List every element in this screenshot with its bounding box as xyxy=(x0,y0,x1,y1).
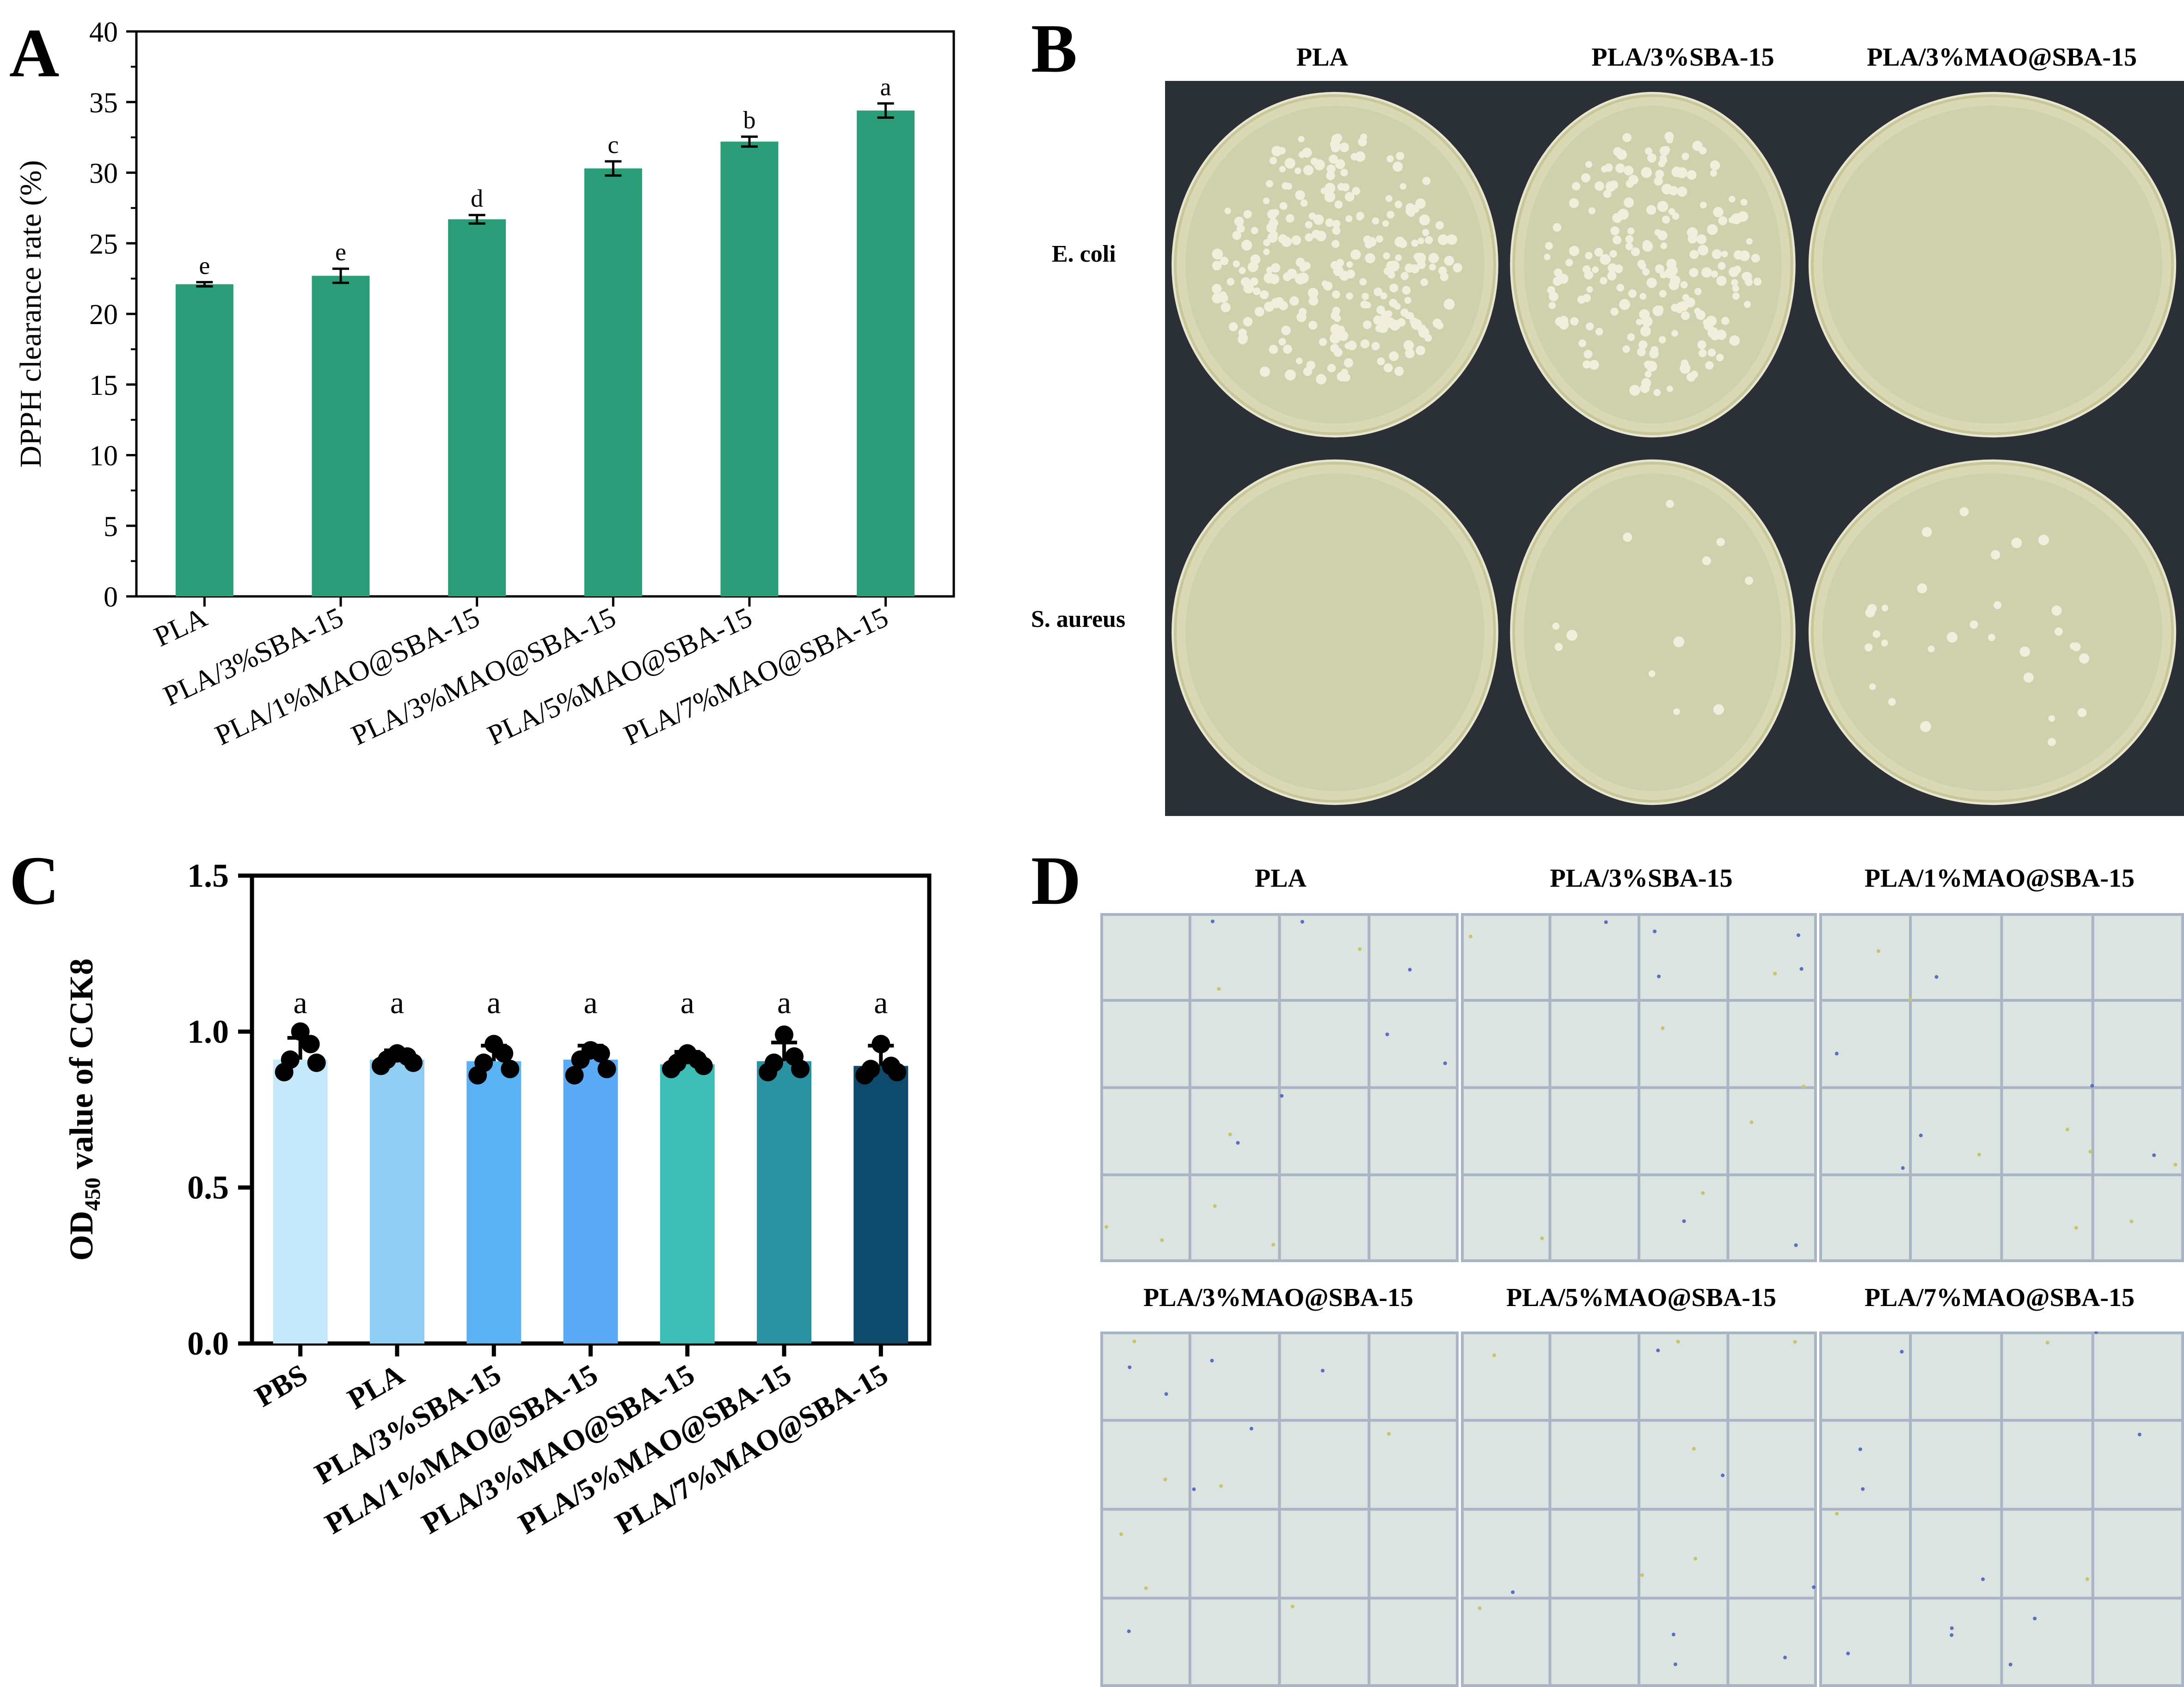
petri-plate-photo xyxy=(1801,448,2184,816)
chart-c-svg: 0.0 0.5 1.0 1.5 OD450 value of CCK8 a PBS a PLA a… xyxy=(63,857,932,1540)
chart-c-sig-letter: a xyxy=(487,985,501,1020)
chart-c-point xyxy=(597,1060,616,1079)
petri-plate-photo xyxy=(1505,448,1801,816)
chart-c-bar xyxy=(273,1060,328,1343)
chart-a-sig-letter: c xyxy=(607,131,619,159)
panel-d-bottom-label-2: PLA/5%MAO@SBA-15 xyxy=(1506,1283,1777,1312)
counting-grid-image xyxy=(1461,913,1817,1262)
panel-d-top-label-2: PLA/3%SBA-15 xyxy=(1550,864,1733,893)
chart-a-bar xyxy=(584,168,642,597)
counting-grid-image xyxy=(1819,913,2184,1262)
chart-a-ytick-label: 35 xyxy=(89,87,118,119)
panel-b-row-label-1: E. coli xyxy=(1052,241,1116,267)
petri-plate-photo xyxy=(1801,81,2184,448)
chart-a-sig-letter: b xyxy=(743,106,756,134)
chart-c-bar xyxy=(369,1060,424,1343)
chart-c-sig-letter: a xyxy=(874,985,888,1020)
panel-d-bottom-label-1: PLA/3%MAO@SBA-15 xyxy=(1143,1283,1414,1312)
chart-a-ytick-label: 30 xyxy=(89,158,118,190)
panel-d-bottom-label-3: PLA/7%MAO@SBA-15 xyxy=(1864,1283,2135,1312)
chart-c-xtick-label: PLA xyxy=(342,1358,410,1416)
chart-c-point xyxy=(882,1056,901,1075)
chart-a-bar xyxy=(857,110,915,597)
panel-letter-c: C xyxy=(9,842,60,919)
panel-b-col-label-3: PLA/3%MAO@SBA-15 xyxy=(1866,43,2137,72)
chart-a-xtick-label: PLA/1%MAO@SBA-15 xyxy=(210,601,484,752)
chart-c-bar xyxy=(563,1060,618,1343)
chart-c-xtick-label: PBS xyxy=(249,1358,313,1413)
chart-c-ytick-label: 0.5 xyxy=(187,1169,229,1206)
chart-c-point xyxy=(281,1050,300,1069)
chart-a-ytick-label: 40 xyxy=(89,17,118,48)
panel-b-row-label-2: S. aureus xyxy=(1031,606,1126,632)
chart-a-sig-letter: a xyxy=(880,73,891,101)
panel-b-col-label-1: PLA xyxy=(1296,43,1348,72)
chart-a-bar xyxy=(312,276,370,596)
petri-plate-photo xyxy=(1165,81,1505,448)
chart-c-ytick-label: 1.0 xyxy=(187,1013,229,1050)
chart-c-point xyxy=(678,1044,697,1063)
chart-a-sig-letter: e xyxy=(335,238,346,266)
panel-d-top-label-1: PLA xyxy=(1255,864,1307,893)
chart-a-frame xyxy=(135,30,955,598)
chart-a-bar xyxy=(720,141,779,596)
chart-c-ylabel: OD450 value of CCK8 xyxy=(63,958,105,1261)
chart-c-point xyxy=(871,1035,890,1054)
chart-c-sig-letter: a xyxy=(390,985,404,1020)
chart-c-bar xyxy=(660,1064,715,1343)
chart-c-bar xyxy=(757,1061,812,1343)
panel-letter-a: A xyxy=(9,15,60,92)
chart-c-bar xyxy=(853,1066,908,1343)
chart-a-ylabel: DPPH clearance rate (%) xyxy=(14,160,48,467)
chart-a-ytick-label: 25 xyxy=(89,228,118,260)
chart-c-point xyxy=(307,1053,326,1072)
chart-a-sig-letter: d xyxy=(471,184,483,212)
chart-a-xtick-label: PLA/7%MAO@SBA-15 xyxy=(619,601,893,752)
panel-d-top-label-3: PLA/1%MAO@SBA-15 xyxy=(1864,864,2135,893)
counting-grid-image xyxy=(1461,1331,1817,1687)
chart-c-ytick-label: 1.5 xyxy=(187,857,229,894)
chart-c-bar xyxy=(466,1061,521,1343)
chart-c-sig-letter: a xyxy=(294,985,307,1020)
counting-grid-image xyxy=(1100,913,1459,1262)
chart-c-point xyxy=(474,1053,493,1072)
petri-plate-photo xyxy=(1165,448,1505,816)
chart-a-ytick-label: 20 xyxy=(89,299,118,331)
chart-c-point xyxy=(775,1025,794,1044)
chart-a-ytick-label: 10 xyxy=(89,441,118,472)
chart-c-point xyxy=(785,1047,804,1066)
chart-c-ytick-label: 0.0 xyxy=(187,1325,229,1362)
chart-c-sig-letter: a xyxy=(777,985,791,1020)
chart-c-point xyxy=(485,1035,503,1054)
chart-a-xtick-label: PLA/5%MAO@SBA-15 xyxy=(483,601,756,752)
chart-a-xtick-label: PLA/3%MAO@SBA-15 xyxy=(347,601,620,752)
chart-c-point xyxy=(581,1041,600,1060)
chart-a-xtick-label: PLA xyxy=(149,601,212,653)
chart-a-ytick-label: 15 xyxy=(89,370,118,401)
chart-a-ytick-label: 5 xyxy=(104,511,118,542)
chart-a-svg: 0 5 10 15 20 25 30 35 40 DPPH clearance rate (%) e… xyxy=(14,17,955,752)
panel-letter-d: D xyxy=(1031,842,1081,919)
chart-a-bar xyxy=(448,219,506,596)
chart-a-sig-letter: e xyxy=(199,252,210,279)
chart-c-point xyxy=(501,1060,520,1079)
petri-plate-photo xyxy=(1505,81,1801,448)
chart-c-point xyxy=(387,1044,406,1063)
counting-grid-image xyxy=(1100,1331,1459,1687)
chart-a-ytick-label: 0 xyxy=(104,582,118,613)
panel-b-col-label-2: PLA/3%SBA-15 xyxy=(1591,43,1774,72)
chart-a-bar xyxy=(175,284,233,596)
counting-grid-image xyxy=(1819,1331,2184,1687)
chart-c-point xyxy=(291,1022,310,1041)
chart-c-point xyxy=(861,1060,880,1079)
chart-c-point xyxy=(301,1035,320,1054)
chart-c-sig-letter: a xyxy=(681,985,694,1020)
panel-letter-b: B xyxy=(1031,10,1078,87)
chart-c-sig-letter: a xyxy=(583,985,597,1020)
chart-c-point xyxy=(565,1066,584,1085)
chart-c-point xyxy=(765,1053,784,1072)
